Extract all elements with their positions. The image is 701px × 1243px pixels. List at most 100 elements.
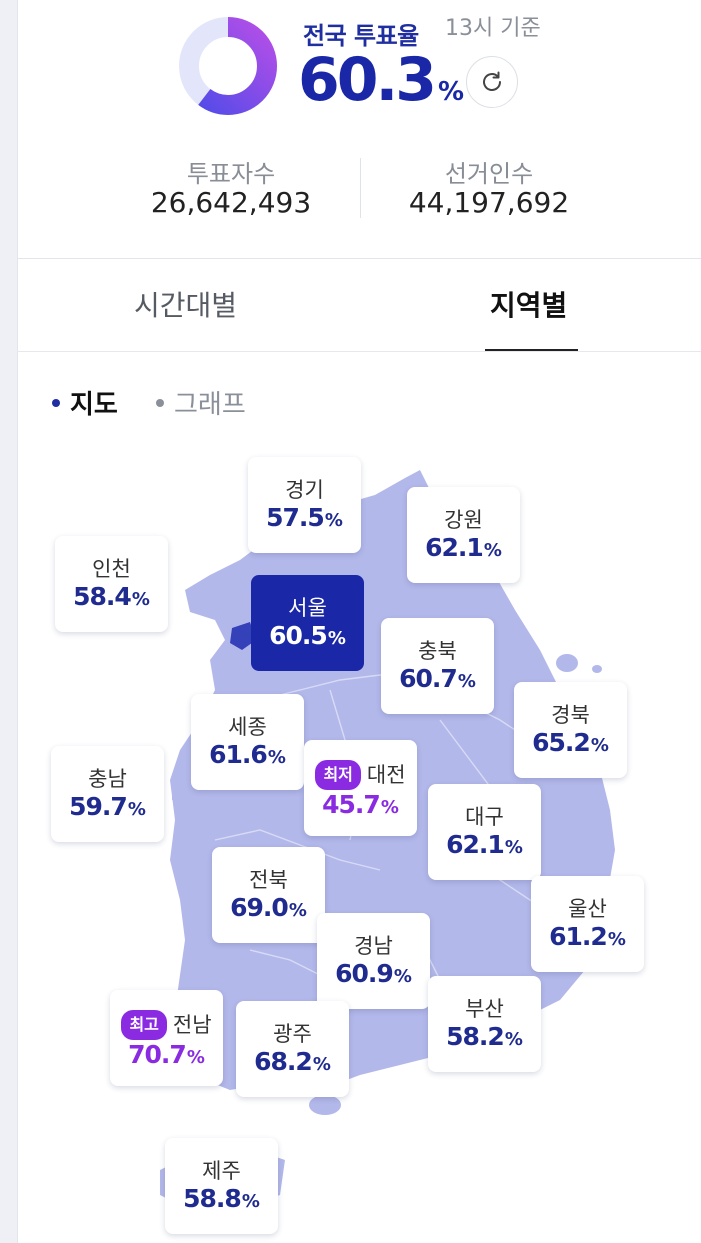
percent-unit: % (457, 671, 476, 692)
region-card-ulsan[interactable]: 울산 61.2% (531, 876, 644, 972)
active-tab-indicator (485, 349, 578, 352)
region-name: 강원 (444, 508, 483, 532)
turnout-number: 60.3 (298, 45, 437, 115)
region-name: 전남 (172, 1013, 212, 1037)
turnout-donut-chart (179, 17, 277, 115)
tabs-divider (17, 351, 701, 352)
active-dot-icon (52, 398, 60, 407)
turnout-value: 60.3% (298, 44, 464, 128)
region-turnout-number: 65.2 (532, 728, 591, 757)
percent-unit: % (131, 589, 150, 610)
region-card-sejong[interactable]: 세종 61.6% (191, 694, 304, 790)
region-turnout-number: 68.2 (254, 1047, 313, 1076)
region-card-jeonnam[interactable]: 최고 전남 70.7% (110, 990, 223, 1086)
tab-by-time[interactable]: 시간대별 (134, 289, 238, 322)
region-card-daegu[interactable]: 대구 62.1% (428, 784, 541, 880)
refresh-button[interactable] (466, 56, 518, 108)
region-name: 제주 (202, 1159, 241, 1183)
region-card-busan[interactable]: 부산 58.2% (428, 976, 541, 1072)
stats-divider (360, 158, 361, 218)
region-turnout: 58.2% (428, 1022, 541, 1055)
voters-value: 26,642,493 (150, 186, 312, 219)
region-turnout-number: 60.7 (399, 664, 458, 693)
region-card-jeju[interactable]: 제주 58.8% (165, 1138, 278, 1234)
turnout-basis-time: 13시 기준 (445, 16, 541, 41)
region-turnout-number: 57.5 (266, 503, 325, 532)
view-graph-option[interactable]: 그래프 (156, 384, 246, 421)
region-card-chungbuk[interactable]: 충북 60.7% (381, 618, 494, 714)
electorate-label: 선거인수 (444, 160, 534, 188)
percent-unit: % (504, 837, 523, 858)
highest-badge: 최고 (121, 1010, 167, 1040)
region-name: 인천 (92, 557, 131, 581)
percent-unit: % (186, 1047, 205, 1068)
region-name: 경기 (285, 478, 324, 502)
view-graph-label: 그래프 (174, 390, 246, 420)
region-name: 전북 (249, 868, 288, 892)
percent-unit: % (312, 1054, 331, 1075)
percent-unit: % (607, 929, 626, 950)
lowest-badge: 최저 (315, 760, 361, 790)
region-turnout: 61.6% (191, 740, 304, 773)
inactive-dot-icon (156, 398, 164, 407)
region-name: 경북 (551, 703, 590, 727)
region-turnout: 58.8% (165, 1184, 278, 1217)
dokdo-island-shape (592, 665, 602, 673)
region-card-chungnam[interactable]: 충남 59.7% (51, 746, 164, 842)
percent-unit: % (288, 900, 307, 921)
region-card-gyeongbuk[interactable]: 경북 65.2% (514, 682, 627, 778)
percent-unit: % (504, 1029, 523, 1050)
region-turnout: 61.2% (531, 922, 644, 955)
electorate-value: 44,197,692 (408, 186, 570, 219)
region-turnout-number: 61.2 (549, 922, 608, 951)
region-turnout-number: 58.8 (183, 1184, 242, 1213)
seoul-region-shape (230, 622, 256, 650)
percent-unit: % (590, 735, 609, 756)
refresh-icon (483, 71, 501, 91)
region-turnout: 65.2% (514, 728, 627, 761)
region-turnout-number: 59.7 (69, 792, 128, 821)
region-turnout: 68.2% (236, 1047, 349, 1080)
percent-unit: % (324, 510, 343, 531)
percent-unit: % (127, 799, 146, 820)
region-name-with-badge: 최고 전남 (110, 1010, 223, 1040)
region-turnout: 62.1% (407, 533, 520, 566)
view-map-label: 지도 (70, 390, 118, 420)
turnout-unit: % (438, 77, 465, 107)
region-turnout: 59.7% (51, 792, 164, 825)
region-turnout: 57.5% (248, 503, 361, 536)
region-card-daejeon[interactable]: 최저 대전 45.7% (304, 740, 417, 836)
region-name-with-badge: 최저 대전 (304, 760, 417, 790)
region-turnout: 60.5% (251, 621, 364, 654)
region-name: 부산 (465, 997, 504, 1021)
geoje-island-shape (346, 1024, 386, 1056)
region-turnout: 69.0% (212, 893, 325, 926)
region-name: 울산 (568, 897, 607, 921)
ulleung-island-shape (556, 654, 578, 672)
section-divider (17, 258, 701, 259)
region-card-jeonbuk[interactable]: 전북 69.0% (212, 847, 325, 943)
percent-unit: % (327, 628, 346, 649)
region-turnout-number: 58.2 (446, 1022, 505, 1051)
region-card-gangwon[interactable]: 강원 62.1% (407, 487, 520, 583)
region-turnout-number: 62.1 (425, 533, 484, 562)
region-name: 대구 (465, 805, 504, 829)
region-card-gyeonggi[interactable]: 경기 57.5% (248, 457, 361, 553)
region-card-gyeongnam[interactable]: 경남 60.9% (317, 913, 430, 1009)
region-card-gwangju[interactable]: 광주 68.2% (236, 1001, 349, 1097)
percent-unit: % (483, 540, 502, 561)
region-card-seoul[interactable]: 서울 60.5% (251, 575, 364, 671)
region-turnout: 60.9% (317, 959, 430, 992)
region-name: 충북 (418, 639, 457, 663)
region-turnout-number: 58.4 (73, 582, 132, 611)
view-map-option[interactable]: 지도 (52, 384, 118, 421)
region-card-incheon[interactable]: 인천 58.4% (55, 536, 168, 632)
region-turnout: 58.4% (55, 582, 168, 615)
west-coast-islands (172, 778, 198, 836)
tab-by-region[interactable]: 지역별 (490, 289, 568, 322)
donut-progress-arc (179, 17, 277, 115)
region-name: 광주 (273, 1022, 312, 1046)
region-turnout-number: 70.7 (128, 1040, 187, 1069)
namhae-island-shape (309, 1095, 341, 1115)
region-turnout-number: 60.9 (335, 959, 394, 988)
